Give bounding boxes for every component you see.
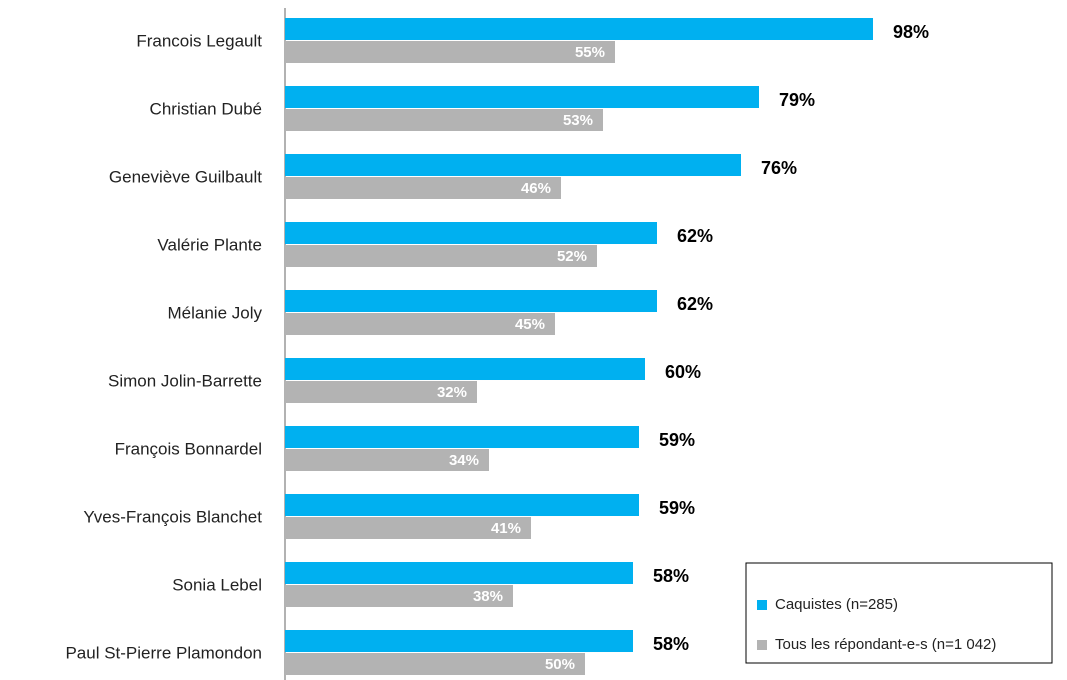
value-label: 79%: [779, 90, 815, 110]
value-label: 55%: [575, 44, 605, 61]
value-label: 60%: [665, 362, 701, 382]
bar: [285, 290, 657, 312]
bar: [285, 313, 555, 335]
legend-swatch: [757, 600, 767, 610]
category-label: Valérie Plante: [157, 235, 262, 254]
bar: [285, 245, 597, 267]
value-label: 62%: [677, 226, 713, 246]
category-label: Christian Dubé: [150, 99, 262, 118]
value-label: 58%: [653, 566, 689, 586]
value-label: 34%: [449, 452, 479, 469]
value-label: 50%: [545, 656, 575, 673]
bar: [285, 426, 639, 448]
bar: [285, 177, 561, 199]
category-label: Mélanie Joly: [168, 303, 263, 322]
bar: [285, 358, 645, 380]
legend-label: Caquistes (n=285): [775, 596, 898, 613]
value-label: 45%: [515, 316, 545, 333]
value-label: 59%: [659, 498, 695, 518]
value-label: 58%: [653, 634, 689, 654]
value-label: 46%: [521, 180, 551, 197]
value-label: 53%: [563, 112, 593, 129]
value-label: 52%: [557, 248, 587, 265]
value-label: 62%: [677, 294, 713, 314]
legend-box: [745, 562, 1053, 664]
bar: [285, 653, 585, 675]
value-label: 38%: [473, 588, 503, 605]
legend-label: Tous les répondant-e-s (n=1 042): [775, 636, 996, 653]
bar: [285, 109, 603, 131]
category-label: Sonia Lebel: [172, 575, 262, 594]
legend-swatch: [757, 640, 767, 650]
bar: [285, 562, 633, 584]
value-label: 98%: [893, 22, 929, 42]
bar: [285, 517, 531, 539]
bar: [285, 41, 615, 63]
category-label: Geneviève Guilbault: [109, 167, 262, 186]
category-label: Simon Jolin-Barrette: [108, 371, 262, 390]
category-label: Yves-François Blanchet: [83, 507, 262, 526]
bar: [285, 18, 873, 40]
bar: [285, 86, 759, 108]
category-label: Francois Legault: [136, 31, 262, 50]
value-label: 41%: [491, 520, 521, 537]
category-label: Paul St-Pierre Plamondon: [65, 643, 262, 662]
bar: [285, 630, 633, 652]
bar: [285, 222, 657, 244]
bar: [285, 494, 639, 516]
bar: [285, 154, 741, 176]
value-label: 32%: [437, 384, 467, 401]
value-label: 76%: [761, 158, 797, 178]
value-label: 59%: [659, 430, 695, 450]
bar: [285, 585, 513, 607]
bar: [285, 381, 477, 403]
bar: [285, 449, 489, 471]
category-label: François Bonnardel: [115, 439, 262, 458]
